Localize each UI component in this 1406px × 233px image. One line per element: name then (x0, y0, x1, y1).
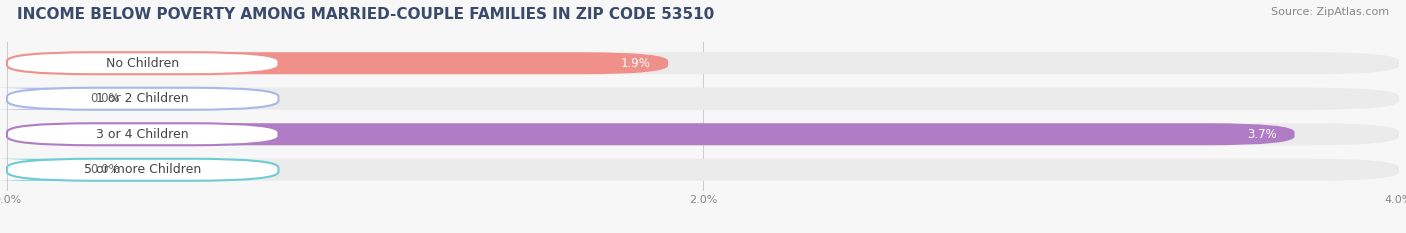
Text: 1.9%: 1.9% (621, 57, 651, 70)
FancyBboxPatch shape (7, 88, 1399, 110)
Text: No Children: No Children (107, 57, 180, 70)
Text: INCOME BELOW POVERTY AMONG MARRIED-COUPLE FAMILIES IN ZIP CODE 53510: INCOME BELOW POVERTY AMONG MARRIED-COUPL… (17, 7, 714, 22)
Text: 0.0%: 0.0% (90, 163, 120, 176)
FancyBboxPatch shape (7, 123, 278, 145)
FancyBboxPatch shape (7, 123, 1399, 145)
Text: 0.0%: 0.0% (90, 92, 120, 105)
FancyBboxPatch shape (0, 88, 94, 110)
Text: 5 or more Children: 5 or more Children (84, 163, 201, 176)
FancyBboxPatch shape (7, 159, 1399, 181)
Text: Source: ZipAtlas.com: Source: ZipAtlas.com (1271, 7, 1389, 17)
Text: 3.7%: 3.7% (1247, 128, 1277, 141)
FancyBboxPatch shape (7, 159, 278, 181)
FancyBboxPatch shape (7, 52, 1399, 74)
FancyBboxPatch shape (7, 88, 278, 110)
Text: 1 or 2 Children: 1 or 2 Children (97, 92, 188, 105)
FancyBboxPatch shape (7, 52, 278, 74)
Text: 3 or 4 Children: 3 or 4 Children (97, 128, 188, 141)
FancyBboxPatch shape (0, 159, 94, 181)
FancyBboxPatch shape (7, 52, 668, 74)
FancyBboxPatch shape (7, 123, 1295, 145)
